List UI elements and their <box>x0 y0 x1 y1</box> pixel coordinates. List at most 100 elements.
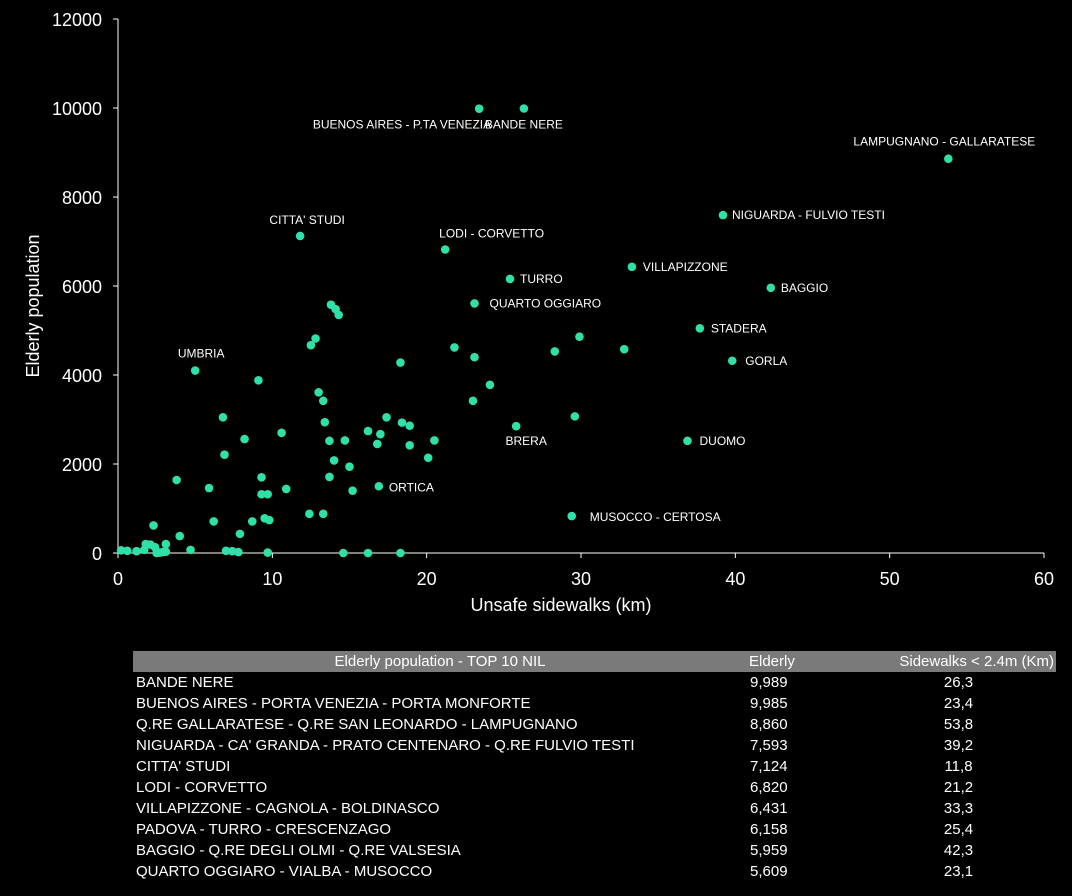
data-point <box>190 366 200 375</box>
cell-nil: QUARTO OGGIARO - VIALBA - MUSOCCO <box>136 863 433 880</box>
data-point <box>505 274 515 284</box>
y-tick-label: 6000 <box>62 277 102 297</box>
cell-sidewalks: 23,4 <box>943 695 974 712</box>
table-row: NIGUARDA - CA' GRANDA - PRATO CENTENARO … <box>133 735 1056 756</box>
data-point <box>944 154 953 164</box>
cell-sidewalks: 33,3 <box>943 800 974 817</box>
data-point <box>149 521 158 530</box>
cell-sidewalks: 39,2 <box>943 737 974 754</box>
cell-nil: PADOVA - TURRO - CRESCENZAGO <box>136 821 392 838</box>
cell-elderly: 9,985 <box>750 695 788 712</box>
data-point <box>218 412 228 422</box>
cell-sidewalks: 11,8 <box>944 758 973 775</box>
data-point <box>325 436 334 446</box>
data-point <box>221 546 231 556</box>
cell-nil: CITTA' STUDI <box>136 758 231 775</box>
data-point <box>550 347 560 356</box>
point-label: BAGGIO <box>781 281 828 295</box>
cell-elderly: 6,820 <box>750 779 788 796</box>
data-point <box>186 545 195 555</box>
point-label: GORLA <box>745 354 787 368</box>
point-label: STADERA <box>711 321 767 335</box>
point-label: MUSOCCO - CERTOSA <box>590 510 721 524</box>
data-point <box>397 418 407 427</box>
data-point <box>263 548 273 557</box>
data-point <box>204 483 214 493</box>
point-label: LAMPUGNANO - GALLARATESE <box>853 135 1035 149</box>
data-point <box>132 546 141 556</box>
data-point <box>122 546 132 556</box>
cell-elderly: 5,609 <box>750 863 788 880</box>
data-point <box>619 344 629 354</box>
table-row: PADOVA - TURRO - CRESCENZAGO 6,158 25,4 <box>133 819 1056 840</box>
data-point <box>511 421 521 431</box>
y-tick-label: 10000 <box>52 99 102 119</box>
header-nil: Elderly population - TOP 10 NIL <box>133 651 747 672</box>
data-point <box>396 548 405 558</box>
data-point <box>430 436 439 445</box>
data-point <box>450 343 459 352</box>
table-header-row: Elderly population - TOP 10 NIL Elderly … <box>133 651 1056 672</box>
point-label: BUENOS AIRES - P.TA VENEZIA <box>313 118 491 132</box>
cell-sidewalks: 53,8 <box>943 716 974 733</box>
point-label: UMBRIA <box>178 347 225 361</box>
data-point <box>345 462 354 471</box>
data-point <box>340 436 350 445</box>
data-point <box>567 511 577 521</box>
x-tick-label: 50 <box>880 569 900 589</box>
table-row: CITTA' STUDI 7,124 11,8 <box>133 756 1056 777</box>
data-point <box>468 396 478 406</box>
data-point <box>257 489 266 499</box>
cell-sidewalks: 21,2 <box>943 779 974 796</box>
data-point <box>306 340 316 350</box>
cell-elderly: 6,158 <box>750 821 788 838</box>
point-label: VILLAPIZZONE <box>643 260 728 274</box>
data-point <box>311 334 320 343</box>
cell-sidewalks: 25,4 <box>943 821 974 838</box>
data-point <box>139 545 149 555</box>
point-label: NIGUARDA - FULVIO TESTI <box>732 208 885 222</box>
data-point <box>440 245 450 254</box>
data-point <box>295 231 305 241</box>
y-axis-title: Elderly population <box>23 234 43 377</box>
point-label: QUARTO OGGIARO <box>490 296 602 310</box>
axes <box>113 18 1045 558</box>
data-point <box>627 262 637 272</box>
cell-elderly: 7,593 <box>750 737 788 754</box>
y-tick-label: 2000 <box>62 455 102 475</box>
cell-nil: BUENOS AIRES - PORTA VENEZIA - PORTA MON… <box>136 695 531 712</box>
table-row: LODI - CORVETTO 6,820 21,2 <box>133 777 1056 798</box>
data-point <box>374 481 384 491</box>
data-point <box>766 283 776 293</box>
x-tick-label: 40 <box>725 569 745 589</box>
data-point <box>470 299 479 308</box>
data-point <box>348 486 357 496</box>
cell-sidewalks: 42,3 <box>943 842 974 859</box>
data-point <box>683 436 692 446</box>
tick-labels: 0 2000 4000 6000 8000 10000 12000 0 10 20 30 40 50 60 <box>52 10 1054 589</box>
cell-elderly: 5,959 <box>750 842 788 859</box>
table-row: VILLAPIZZONE - CAGNOLA - BOLDINASCO 6,431… <box>133 798 1056 819</box>
top10-table: Elderly population - TOP 10 NIL Elderly … <box>133 651 1056 882</box>
cell-elderly: 6,431 <box>750 800 788 817</box>
data-point <box>314 388 323 397</box>
x-tick-label: 20 <box>417 569 437 589</box>
data-point <box>318 396 328 406</box>
data-point <box>320 417 330 427</box>
x-tick-label: 10 <box>262 569 282 589</box>
header-elderly: Elderly <box>747 651 861 672</box>
x-tick-label: 60 <box>1034 569 1054 589</box>
cell-nil: BAGGIO - Q.RE DEGLI OLMI - Q.RE VALSESIA <box>136 842 461 859</box>
data-point <box>277 428 286 438</box>
data-point <box>264 515 274 525</box>
cell-elderly: 8,860 <box>750 716 788 733</box>
data-point <box>257 473 266 482</box>
table-row: BANDE NERE 9,989 26,3 <box>133 672 1056 693</box>
table-body: BANDE NERE 9,989 26,3 BUENOS AIRES - PORTA … <box>133 672 1056 882</box>
table-row: Q.RE GALLARATESE - Q.RE SAN LEONARDO - L… <box>133 714 1056 735</box>
data-point <box>718 210 728 220</box>
data-point <box>339 548 348 558</box>
data-point <box>240 434 249 444</box>
point-label: DUOMO <box>699 434 745 448</box>
data-point <box>220 450 229 459</box>
